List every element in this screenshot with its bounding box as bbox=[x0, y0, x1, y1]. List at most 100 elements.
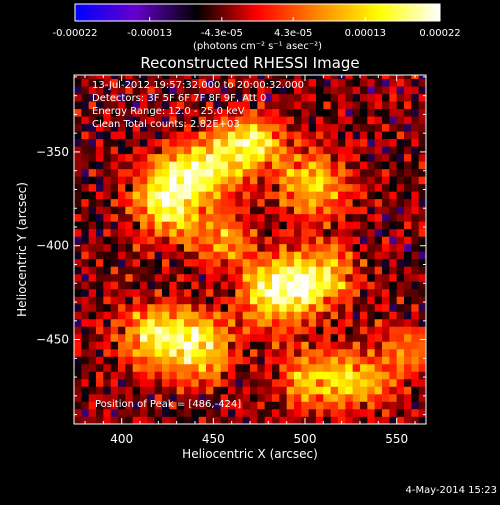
heatmap-cell bbox=[235, 86, 243, 95]
heatmap-cell bbox=[88, 116, 97, 125]
heatmap-cell bbox=[162, 258, 170, 267]
heatmap-cell bbox=[220, 191, 229, 200]
heatmap-cell bbox=[213, 176, 221, 185]
heatmap-cell bbox=[110, 341, 119, 350]
heatmap-cell bbox=[220, 266, 229, 275]
heatmap-cell bbox=[396, 341, 405, 350]
heatmap-cell bbox=[338, 168, 346, 177]
heatmap-cell bbox=[382, 311, 390, 320]
heatmap-cell bbox=[235, 288, 243, 297]
heatmap-cell bbox=[96, 176, 104, 185]
heatmap-cell bbox=[352, 138, 361, 147]
heatmap-cell bbox=[396, 318, 405, 327]
heatmap-cell bbox=[404, 378, 412, 387]
heatmap-cell bbox=[228, 348, 236, 357]
heatmap-cell bbox=[418, 228, 426, 237]
heatmap-cell bbox=[176, 341, 185, 350]
heatmap-cell bbox=[220, 146, 229, 155]
heatmap-cell bbox=[213, 281, 221, 290]
heatmap-cell bbox=[220, 311, 229, 320]
heatmap-cell bbox=[301, 236, 309, 245]
heatmap-cell bbox=[169, 183, 177, 192]
heatmap-cell bbox=[125, 348, 133, 357]
heatmap-cell bbox=[411, 93, 419, 102]
heatmap-cell bbox=[250, 198, 258, 207]
heatmap-cell bbox=[330, 393, 339, 402]
heatmap-cell bbox=[154, 356, 163, 365]
y-axis-title: Heliocentric Y (arcsec) bbox=[15, 182, 29, 317]
heatmap-cell bbox=[382, 138, 390, 147]
heatmap-cell bbox=[257, 86, 265, 95]
heatmap-cell bbox=[389, 146, 397, 155]
heatmap-cell bbox=[257, 243, 265, 252]
x-tick-label: 500 bbox=[294, 432, 317, 446]
heatmap-cell bbox=[301, 258, 309, 267]
heatmap-cell bbox=[250, 93, 258, 102]
heatmap-cell bbox=[279, 228, 287, 237]
heatmap-cell bbox=[338, 333, 346, 342]
heatmap-cell bbox=[360, 243, 368, 252]
heatmap-cell bbox=[118, 303, 126, 312]
heatmap-cell bbox=[169, 281, 177, 290]
heatmap-cell bbox=[308, 281, 317, 290]
heatmap-cell bbox=[96, 333, 104, 342]
heatmap-cell bbox=[264, 236, 273, 245]
heatmap-cell bbox=[154, 326, 163, 335]
heatmap-cell bbox=[235, 206, 243, 215]
heatmap-cell bbox=[294, 101, 302, 110]
heatmap-cell bbox=[294, 251, 302, 260]
heatmap-cell bbox=[360, 296, 368, 305]
heatmap-cell bbox=[323, 191, 331, 200]
heatmap-cell bbox=[154, 251, 163, 260]
heatmap-cell bbox=[110, 401, 119, 410]
heatmap-cell bbox=[360, 378, 368, 387]
heatmap-cell bbox=[140, 266, 148, 275]
heatmap-cell bbox=[96, 153, 104, 162]
heatmap-cell bbox=[235, 281, 243, 290]
heatmap-cell bbox=[286, 138, 295, 147]
heatmap-cell bbox=[279, 356, 287, 365]
heatmap-cell bbox=[198, 288, 207, 297]
heatmap-cell bbox=[316, 348, 324, 357]
heatmap-cell bbox=[396, 281, 405, 290]
heatmap-cell bbox=[147, 393, 155, 402]
heatmap-cell bbox=[176, 393, 185, 402]
heatmap-cell bbox=[330, 131, 339, 140]
heatmap-cell bbox=[235, 296, 243, 305]
heatmap-cell bbox=[374, 326, 383, 335]
heatmap-cell bbox=[154, 371, 163, 380]
heatmap-cell bbox=[345, 393, 353, 402]
heatmap-cell bbox=[404, 258, 412, 267]
heatmap-cell bbox=[154, 228, 163, 237]
heatmap-cell bbox=[308, 318, 317, 327]
heatmap-cell bbox=[330, 153, 339, 162]
heatmap-cell bbox=[396, 168, 405, 177]
heatmap-cell bbox=[418, 123, 426, 132]
heatmap-cell bbox=[374, 371, 383, 380]
heatmap-cell bbox=[147, 341, 155, 350]
heatmap-cell bbox=[360, 236, 368, 245]
heatmap-cell bbox=[81, 348, 89, 357]
heatmap-cell bbox=[323, 221, 331, 230]
heatmap-cell bbox=[140, 183, 148, 192]
heatmap-cell bbox=[374, 386, 383, 395]
heatmap-cell bbox=[345, 273, 353, 282]
heatmap-cell bbox=[250, 161, 258, 170]
heatmap-cell bbox=[250, 206, 258, 215]
heatmap-cell bbox=[330, 86, 339, 95]
heatmap-cell bbox=[301, 153, 309, 162]
heatmap-cell bbox=[345, 183, 353, 192]
heatmap-cell bbox=[264, 416, 273, 424]
heatmap-cell bbox=[396, 93, 405, 102]
heatmap-cell bbox=[220, 93, 229, 102]
heatmap-cell bbox=[418, 273, 426, 282]
heatmap-cell bbox=[352, 93, 361, 102]
heatmap-cell bbox=[257, 183, 265, 192]
heatmap-cell bbox=[286, 93, 295, 102]
heatmap-cell bbox=[81, 356, 89, 365]
heatmap-cell bbox=[330, 258, 339, 267]
heatmap-cell bbox=[352, 131, 361, 140]
heatmap-cell bbox=[184, 221, 192, 230]
heatmap-cell bbox=[74, 131, 82, 140]
chart-title: Reconstructed RHESSI Image bbox=[140, 54, 359, 72]
